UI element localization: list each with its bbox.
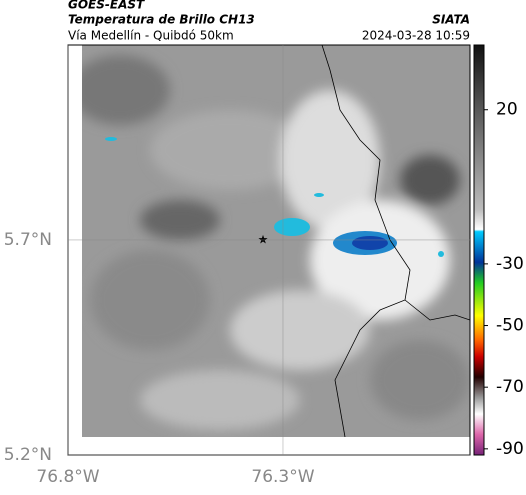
y-tick-label: 5.7°N [4, 230, 52, 250]
x-tick-label: 76.3°W [251, 467, 314, 487]
location-star: ★ [258, 233, 269, 247]
source: GOES-EAST [68, 0, 145, 12]
colorbar-tick-label: -90 [496, 439, 524, 459]
colorbar-tick-label: -70 [496, 377, 524, 397]
subtitle: Vía Medellín - Quibdó 50km [68, 29, 234, 43]
title: Temperatura de Brillo CH13 [68, 13, 255, 27]
colorbar-tick-label: -50 [496, 316, 524, 336]
agency: SIATA [432, 13, 470, 27]
x-tick-label: 76.8°W [36, 467, 99, 487]
imagery [82, 45, 470, 437]
colorbar-tick-label: -30 [496, 254, 524, 274]
colorbar-tick-label: 20 [496, 100, 518, 120]
y-tick-label: 5.2°N [4, 445, 52, 465]
timestamp: 2024-03-28 10:59 [362, 29, 470, 43]
colorbar [473, 44, 485, 456]
